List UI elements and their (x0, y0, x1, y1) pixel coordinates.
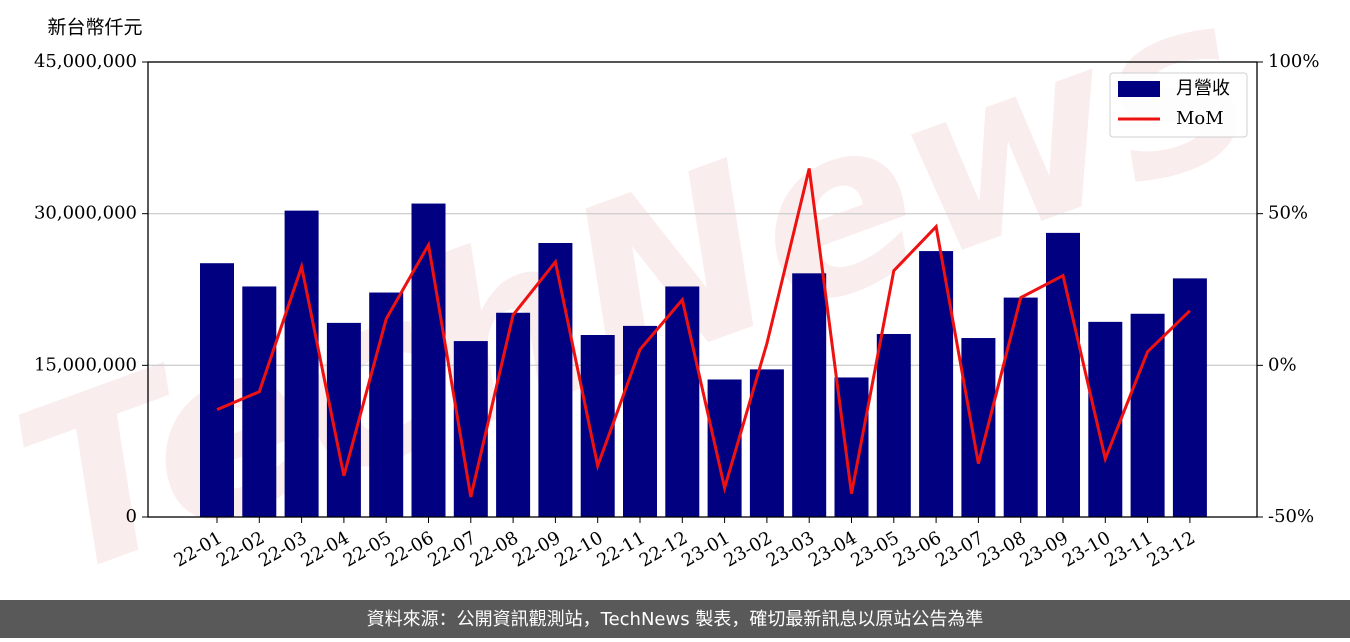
x-tick-label: 23-12 (1143, 527, 1198, 571)
bar (1172, 278, 1207, 517)
bar (369, 292, 404, 517)
bar (792, 273, 827, 517)
plot-frame (147, 61, 1258, 518)
y-tick-label: 30,000,000 (34, 203, 137, 224)
footer-bar (0, 600, 1350, 638)
bar (665, 286, 700, 517)
bar (1003, 297, 1038, 517)
bar (284, 210, 319, 517)
bar (1130, 313, 1165, 517)
bar (961, 338, 996, 517)
y-tick-label: 0 (126, 506, 137, 527)
y2-tick-label: 100% (1268, 51, 1319, 72)
legend-label: 月營收 (1176, 78, 1230, 99)
bar (749, 369, 784, 517)
legend-swatch (1118, 81, 1160, 97)
footer: 資料來源：公開資訊觀測站，TechNews 製表，確切最新訊息以原站公告為準 (367, 609, 984, 630)
bar (242, 286, 277, 517)
bar (200, 263, 234, 517)
y-tick-label: 15,000,000 (34, 354, 137, 375)
legend-label: MoM (1176, 108, 1224, 129)
bar (876, 333, 911, 517)
y-tick-label: 45,000,000 (34, 51, 137, 72)
y-axis-label: 新台幣仟元 (47, 17, 142, 39)
line (216, 168, 1191, 498)
bar (496, 312, 531, 517)
bar (1088, 321, 1123, 517)
bar (411, 203, 446, 518)
bar (623, 325, 657, 517)
y2-tick-label: -50% (1268, 506, 1314, 527)
bar (580, 335, 615, 517)
y2-tick-label: 50% (1268, 203, 1308, 224)
y2-tick-label: 0% (1268, 354, 1297, 375)
bar (538, 242, 573, 517)
